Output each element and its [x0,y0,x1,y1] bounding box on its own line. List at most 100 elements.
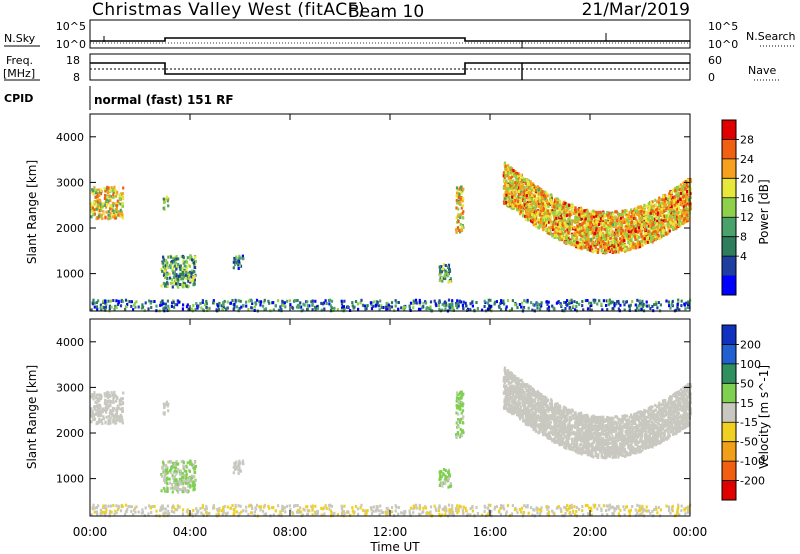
power-cell [162,255,165,259]
velocity-cell [173,463,176,467]
power-cell [683,212,686,215]
power-cell [357,307,360,311]
velocity-cell [163,474,166,478]
power-cell [511,195,514,199]
power-cell [669,202,673,206]
power-cell [519,178,522,182]
power-cell [542,207,545,211]
power-cell [98,206,101,210]
power-cell [620,223,623,227]
freq-right-label: Nave [748,64,776,77]
velocity-cell [98,403,101,407]
power-cell [601,219,604,222]
velocity-cell [173,469,176,473]
velocity-cell [90,410,93,414]
power-cell [572,304,575,308]
power-cell [643,221,646,224]
power-cell [640,232,643,236]
power-cell [197,304,200,308]
power-cell [119,208,122,212]
power-cell [460,225,463,229]
velocity-cell [179,469,182,473]
power-cell [121,201,124,205]
power-cell [683,302,686,306]
noise-left-label: N.Sky [4,32,36,45]
power-cell [444,277,447,281]
power-cell [497,304,501,308]
power-cell [560,217,563,221]
power-cell [669,208,672,211]
power-cell [592,241,595,245]
power-cell [543,195,546,199]
power-cell [537,226,540,230]
power-cell [597,223,601,226]
power-cell [617,301,620,305]
power-cell [575,218,578,222]
power-cell [671,299,674,303]
power-cell [504,198,507,202]
power-cell [570,222,573,226]
velocity-cell [109,400,113,404]
power-cell [650,215,653,219]
power-cell [408,304,411,308]
velocity-cell [440,475,443,479]
velocity-cell [456,406,459,410]
power-cell [329,304,332,308]
power-cell [576,216,580,219]
power-cell [503,179,506,183]
power-cell [530,183,533,186]
power-cell [171,269,174,273]
power-cell [95,207,98,211]
velocity-cell [107,391,110,395]
power-cell [97,203,100,207]
power-cell [596,231,599,235]
power-cell [598,241,601,245]
power-cell [610,222,613,225]
power-cell [232,307,235,311]
power-cell [627,225,630,229]
power-cell [525,196,528,200]
power-cell [539,217,543,221]
velocity-cell [189,459,192,463]
power-cell [661,213,664,217]
power-cell [647,202,650,206]
velocity-cell [112,409,115,413]
power-cell [579,223,582,227]
power-cell [183,270,186,274]
power-cell [567,236,570,240]
power-cell [168,307,171,311]
power-cell [597,220,601,224]
power-cell [589,238,592,242]
velocity-cell [457,418,460,421]
power-cell [604,242,607,245]
power-cell [412,299,415,303]
velocity-cell [444,474,447,478]
power-cell [95,188,98,192]
velocity-cell [117,415,120,419]
power-cell [169,266,172,270]
power-cell [664,205,668,209]
power-cell [525,300,528,304]
power-cell [568,206,571,210]
power-cell [664,194,667,198]
power-cell [462,197,465,201]
power-cell [455,230,458,234]
power-cell [550,194,553,198]
power-cell [677,220,680,224]
power-cell [526,209,529,213]
power-cell [677,186,680,190]
power-cell [536,188,539,192]
power-cell [438,299,441,303]
power-cell [534,224,538,228]
power-cell [594,245,597,249]
power-cell [386,305,389,309]
power-cell [217,307,221,311]
power-cell [569,308,573,312]
power-cell [110,204,113,208]
power-cell [188,271,192,275]
power-cell [673,212,676,216]
power-cell [459,222,462,226]
power-cell [163,269,166,273]
power-cell [506,197,509,201]
power-cell [532,200,535,204]
